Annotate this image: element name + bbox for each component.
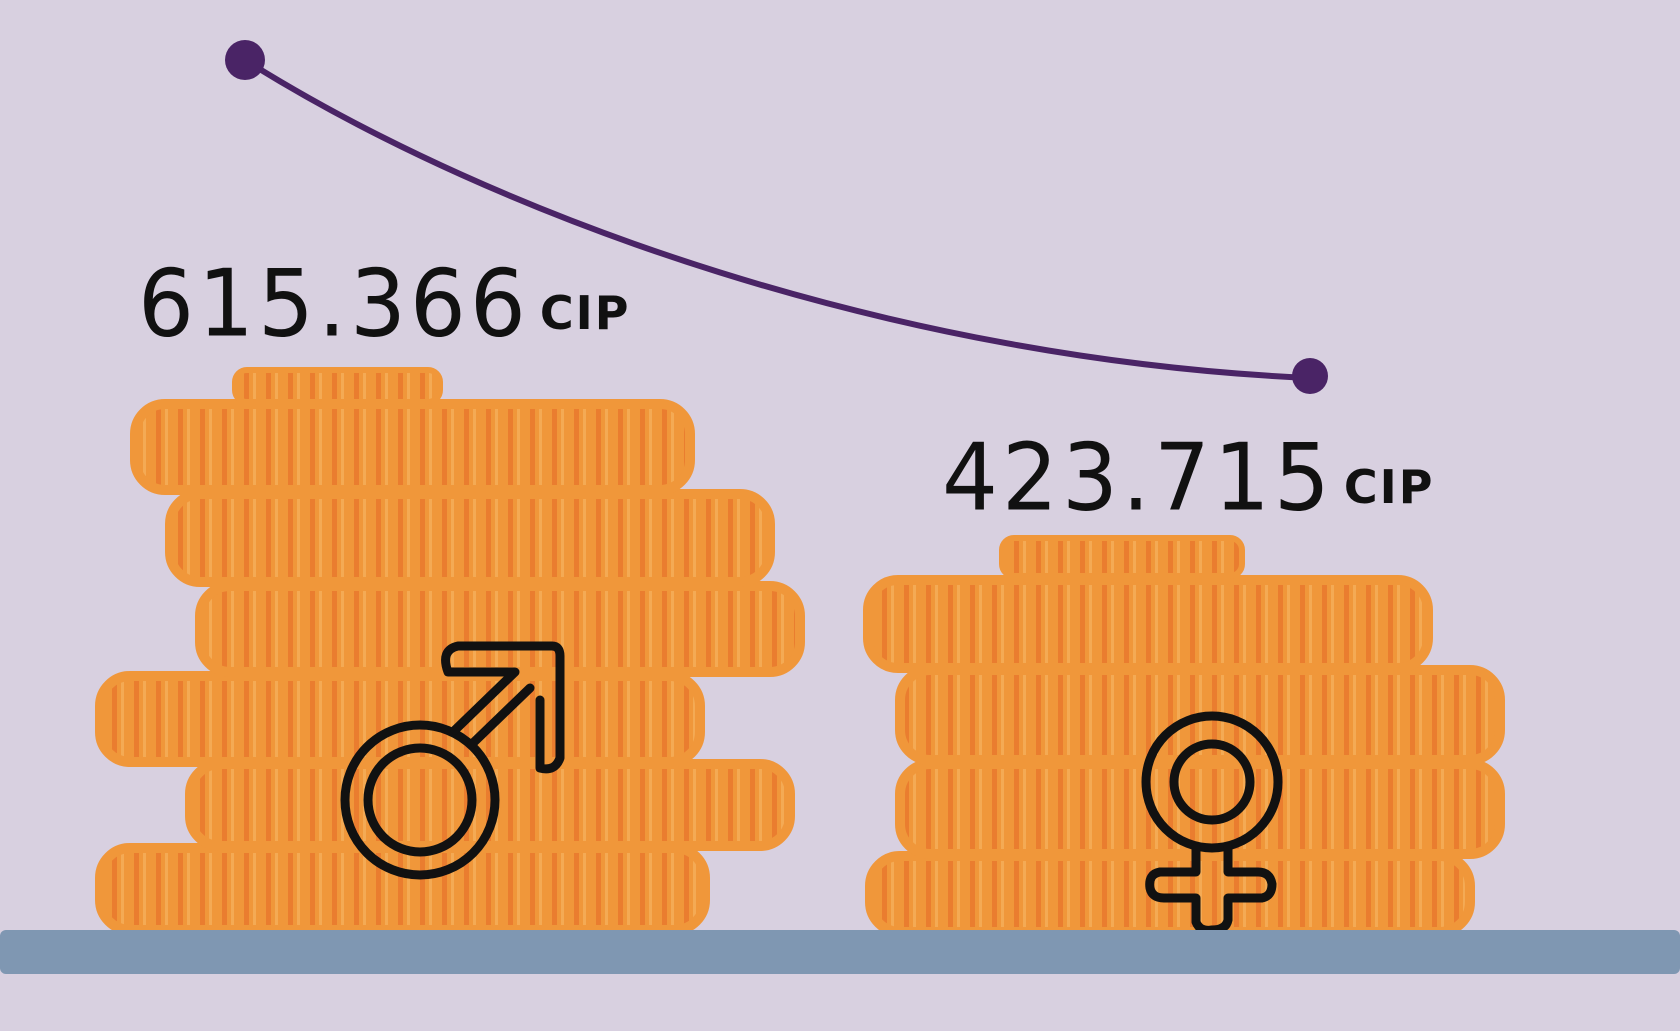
coin-layer [195,581,805,677]
trend-point-female [1292,358,1328,394]
bar-female [863,535,1505,937]
coin-layer [165,489,775,587]
value-label-male: 615.366 CIP [138,257,631,350]
coin-layer [895,759,1505,859]
male-symbol-icon [340,641,565,880]
coin-layer [863,575,1433,673]
coin-layer [130,399,695,495]
coin-top [232,367,443,405]
trend-point-male [225,40,265,80]
trend-line [242,57,1313,381]
value-label-female: 423.715 CIP [942,431,1435,524]
value-number-female: 423.715 [942,423,1334,532]
value-number-male: 615.366 [138,249,530,358]
value-unit-male: CIP [539,286,631,340]
baseline [0,930,1680,974]
coin-layer [95,843,710,935]
coin-top [999,535,1245,579]
bar-male [95,367,805,935]
value-unit-female: CIP [1343,460,1435,514]
